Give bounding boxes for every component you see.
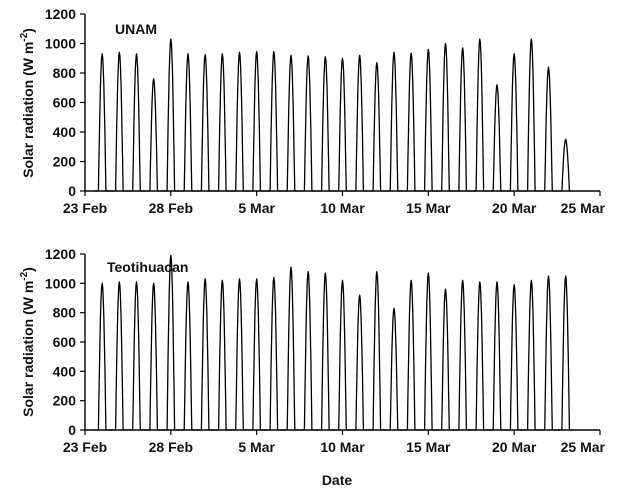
y-tick-label: 400 [53, 363, 77, 379]
y-tick-label: 1000 [45, 36, 76, 52]
x-tick-label: 10 Mar [320, 439, 365, 455]
x-tick-label: 20 Mar [492, 439, 537, 455]
x-axis-title: Date [322, 472, 353, 488]
x-tick-label: 5 Mar [238, 200, 275, 216]
y-axis-title-main: Solar radiation (W m [20, 42, 36, 178]
y-axis-title: Solar radiation (W m-2) [19, 28, 36, 178]
x-tick-label: 28 Feb [149, 200, 193, 216]
x-tick-label: 23 Feb [63, 200, 107, 216]
station-label: UNAM [115, 21, 157, 37]
x-tick-label: 10 Mar [320, 200, 365, 216]
y-tick-label: 800 [53, 65, 77, 81]
y-axis-title-close: ) [20, 28, 36, 33]
station-label: Teotihuacan [107, 259, 188, 275]
y-axis-title-close: ) [20, 267, 36, 272]
y-tick-label: 0 [68, 422, 76, 438]
x-tick-label: 15 Mar [406, 200, 451, 216]
y-tick-label: 1000 [45, 275, 76, 291]
radiation-series-line [94, 38, 573, 192]
y-tick-label: 600 [53, 334, 77, 350]
y-tick-label: 1200 [45, 246, 76, 262]
axis-lines [84, 14, 600, 192]
y-axis-title: Solar radiation (W m-2) [19, 267, 36, 417]
y-tick-label: 200 [53, 154, 77, 170]
x-tick-label: 25 Mar [561, 200, 606, 216]
x-tick-label: 15 Mar [406, 439, 451, 455]
y-tick-label: 200 [53, 393, 77, 409]
unam-chart-panel: 0 200 400 600 800 1000 1200 23 Feb 28 Feb 5 Mar 10… [19, 6, 606, 216]
teotihuacan-chart-panel: 0 200 400 600 800 1000 1200 23 Feb 28 Feb 5 Mar 10… [19, 246, 606, 455]
x-tick-label: 25 Mar [561, 439, 606, 455]
y-axis-title-main: Solar radiation (W m [20, 281, 36, 417]
x-tick-label: 20 Mar [492, 200, 537, 216]
x-tick-label: 28 Feb [149, 439, 193, 455]
y-tick-label: 800 [53, 305, 77, 321]
radiation-series-line [94, 254, 573, 431]
y-tick-label: 600 [53, 95, 77, 111]
y-axis-title-superscript: -2 [19, 271, 30, 280]
y-axis-title-superscript: -2 [19, 32, 30, 41]
x-tick-label: 23 Feb [63, 439, 107, 455]
y-tick-label: 1200 [45, 6, 76, 22]
y-tick-label: 0 [68, 183, 76, 199]
x-tick-label: 5 Mar [238, 439, 275, 455]
y-tick-label: 400 [53, 124, 77, 140]
